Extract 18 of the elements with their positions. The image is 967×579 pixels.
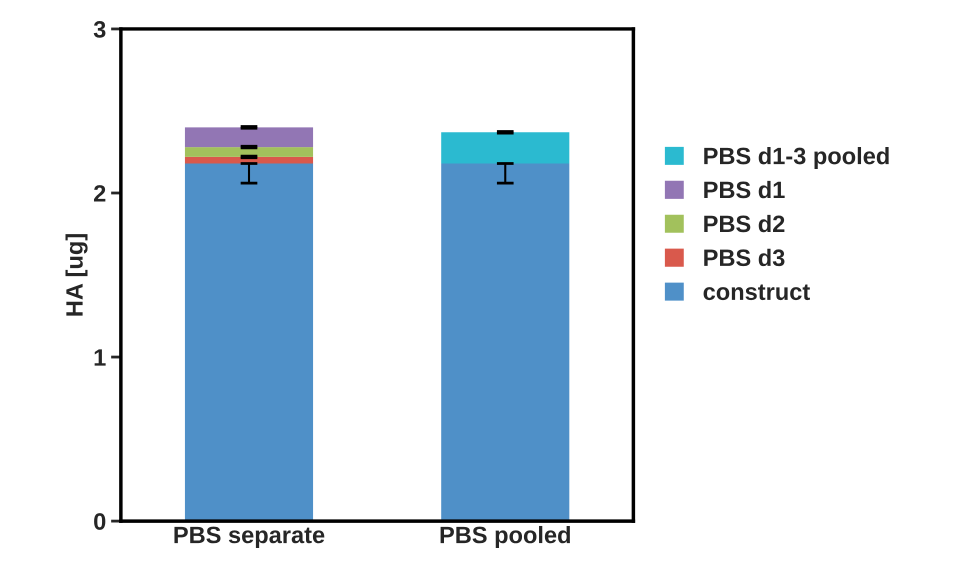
y-tick-label: 0 bbox=[94, 513, 106, 530]
x-tick-label: PBS pooled bbox=[440, 526, 570, 548]
x-tick-label: PBS separate bbox=[174, 526, 324, 548]
legend-label: PBS d3 bbox=[704, 248, 784, 266]
y-axis-title: HA [ug] bbox=[65, 234, 88, 316]
bar bbox=[184, 163, 314, 522]
bar bbox=[184, 156, 314, 164]
y-tick-label: 3 bbox=[94, 21, 106, 38]
bar bbox=[441, 132, 570, 164]
y-tick-label: 2 bbox=[94, 185, 106, 202]
bar bbox=[441, 163, 570, 522]
bar bbox=[184, 127, 314, 148]
y-tick-label: 1 bbox=[94, 349, 106, 366]
bar bbox=[184, 147, 314, 157]
legend-label: PBS d1-3 pooled bbox=[704, 146, 889, 169]
legend-label: PBS d2 bbox=[704, 214, 784, 232]
legend-label: construct bbox=[704, 284, 810, 300]
legend-label: PBS d1 bbox=[704, 180, 785, 198]
